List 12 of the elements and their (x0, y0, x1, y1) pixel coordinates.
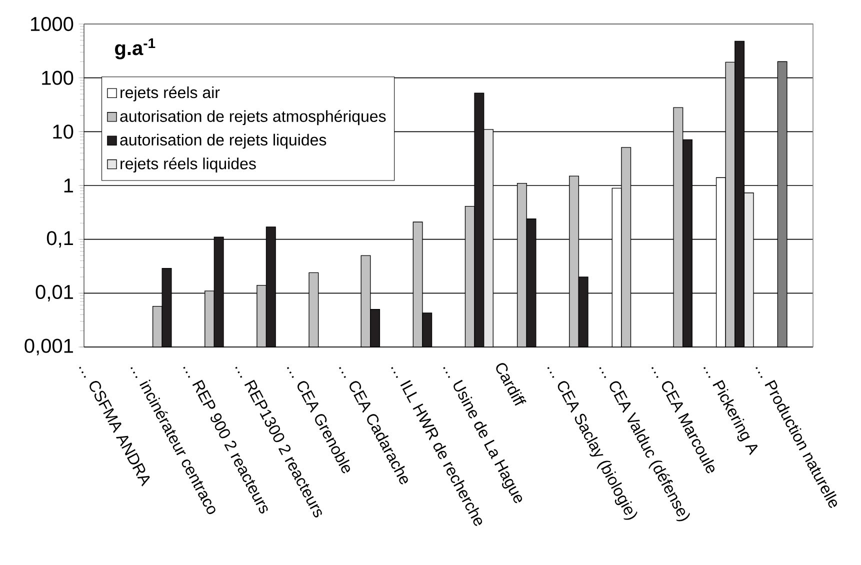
y-tick-label: 0,1 (46, 231, 73, 248)
y-tick-label: 100 (42, 70, 74, 85)
y-axis-title: g.a$^{-1}$ (115, 38, 156, 60)
y-tick-label: 10 (53, 124, 74, 139)
y-tick-label: 1000 (30, 16, 74, 32)
y-tick-label: 1 (64, 178, 73, 192)
legend-label: rejets réels air (120, 86, 220, 102)
y-tick-label: 0,001 (24, 338, 73, 356)
legend-label: autorisation de rejets atmosphériques (120, 110, 386, 126)
y-tick-label: 0,01 (36, 284, 73, 302)
legend-label: rejets réels liquides (120, 157, 256, 173)
legend-label: autorisation de rejets liquides (120, 134, 326, 149)
